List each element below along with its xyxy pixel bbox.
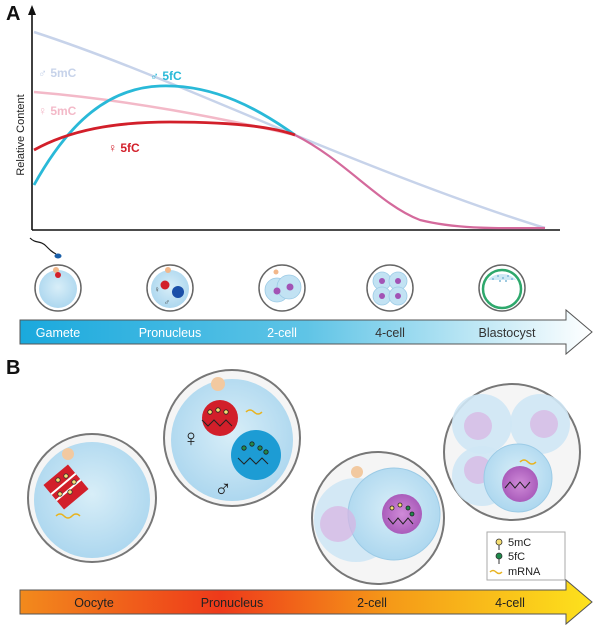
stage-a-blastocyst: Blastocyst (479, 326, 536, 340)
male-5fC-curve (32, 84, 296, 186)
female-5fC-curve (33, 120, 296, 152)
stage-b-4cell: 4-cell (495, 596, 525, 610)
two-cell-embryo (311, 451, 445, 585)
label-male-5fC: ♂ 5fC (150, 69, 182, 83)
stage-b-pronucleus: Pronucleus (201, 596, 264, 610)
oocyte-cell (27, 433, 157, 563)
legend-5mC-swatch (495, 538, 503, 550)
y-axis-label: Relative Content (15, 94, 27, 175)
pronucleus-embryo-icon: ♀ ♂ (146, 264, 194, 312)
male-symbol: ♂ (214, 476, 232, 503)
stage-a-4cell: 4-cell (375, 326, 405, 340)
svg-text:♀: ♀ (154, 285, 160, 294)
gamete-embryo-icon (34, 264, 82, 312)
stage-a-2cell: 2-cell (267, 326, 297, 340)
four-cell-embryo-icon (366, 264, 414, 312)
stage-b-2cell: 2-cell (357, 596, 387, 610)
female-symbol: ♀ (182, 425, 200, 452)
label-male-5mC: ♂ 5mC (38, 66, 77, 80)
panel-a-letter: A (6, 3, 20, 25)
stage-a-gamete: Gamete (36, 326, 81, 340)
label-female-5fC: ♀ 5fC (108, 141, 140, 155)
svg-text:♂: ♂ (164, 298, 170, 307)
four-cell-embryo (443, 383, 581, 521)
stage-b-oocyte: Oocyte (74, 596, 114, 610)
panel-a-timeline-arrow (19, 308, 593, 356)
legend-mRNA-swatch (489, 569, 503, 575)
two-cell-embryo-icon (258, 264, 306, 312)
label-female-5mC: ♀ 5mC (38, 104, 77, 118)
pronucleus-cell (163, 369, 301, 507)
legend-5fC-label: 5fC (508, 551, 525, 563)
legend-5fC-swatch (495, 552, 503, 564)
legend-5mC-label: 5mC (508, 537, 531, 549)
legend-box (486, 531, 566, 581)
panel-b-timeline-arrow (19, 578, 593, 626)
panel-a-axes (28, 5, 560, 231)
legend-mRNA-label: mRNA (508, 566, 541, 578)
merged-curve (294, 134, 546, 230)
panel-b-letter: B (6, 357, 20, 379)
stage-a-pronucleus: Pronucleus (139, 326, 202, 340)
blastocyst-embryo-icon (478, 264, 526, 312)
sperm-icon (29, 237, 62, 259)
